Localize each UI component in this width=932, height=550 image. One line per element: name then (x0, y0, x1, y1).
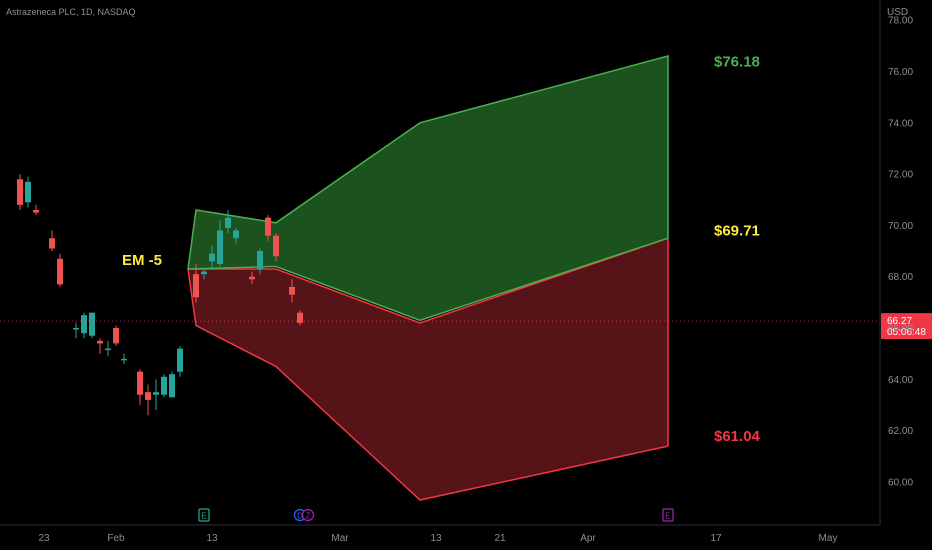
event-marker-glyph: E (665, 512, 670, 521)
y-tick-label: 64.00 (888, 375, 913, 386)
candle-body (97, 340, 103, 344)
x-tick-label: 17 (710, 533, 722, 544)
event-marker-glyph: D (297, 512, 303, 521)
current-price-value: 66.27 (887, 316, 912, 327)
y-tick-label: 68.00 (888, 272, 913, 283)
candle-body (297, 312, 303, 323)
candle-body (177, 348, 183, 372)
x-tick-label: May (819, 533, 838, 544)
candle-body (89, 312, 95, 336)
candle-body (121, 358, 127, 361)
lower-range-top-line (188, 237, 669, 324)
y-tick-label: 74.00 (888, 118, 913, 129)
x-tick-label: 13 (430, 533, 442, 544)
x-tick-label: Mar (331, 533, 349, 544)
candle-body (153, 392, 159, 395)
y-tick-label: 60.00 (888, 478, 913, 489)
x-tick-label: Apr (580, 533, 596, 544)
currency-label: USD (887, 7, 908, 18)
y-tick-label: 76.00 (888, 67, 913, 78)
candle-body (233, 230, 239, 239)
upper-range-fill (188, 56, 668, 321)
candle-body (57, 258, 63, 285)
candle-body (137, 371, 143, 395)
x-tick-label: 13 (206, 533, 218, 544)
x-tick-label: Feb (107, 533, 125, 544)
event-marker-glyph: E (201, 512, 206, 521)
lower-range-fill (188, 238, 668, 500)
x-tick-label: 23 (38, 533, 50, 544)
candle-body (81, 315, 87, 334)
current-price-tag (881, 313, 932, 340)
candle-body (257, 251, 263, 270)
candle-body (169, 374, 175, 398)
event-marker (662, 508, 674, 522)
candle-body (209, 253, 215, 262)
event-marker (198, 508, 210, 522)
candle-body (17, 179, 23, 205)
candle-body (265, 217, 271, 236)
em-label: EM -5 (122, 252, 162, 269)
x-tick-label: 21 (494, 533, 506, 544)
y-tick-label: 78.00 (888, 16, 913, 27)
candle-body (249, 276, 255, 280)
event-marker (301, 508, 315, 522)
upper-range-outline (187, 55, 669, 322)
y-tick-label: 62.00 (888, 426, 913, 437)
candle-body (113, 328, 119, 344)
event-marker-glyph: Z (306, 512, 311, 521)
candle-body (273, 235, 279, 257)
candle-body (201, 271, 207, 275)
candle-body (49, 238, 55, 249)
lower-range-bottom-line (187, 268, 669, 501)
candle-body (289, 286, 295, 295)
candle-body (225, 217, 231, 228)
candle-body (33, 210, 39, 213)
candle-body (145, 392, 151, 400)
mid-target-label: $69.71 (714, 223, 760, 240)
y-tick-label: 72.00 (888, 170, 913, 181)
lower-target-label: $61.04 (714, 428, 761, 445)
chart-title: Astrazeneca PLC, 1D, NASDAQ (6, 7, 136, 17)
candle-body (25, 181, 31, 203)
candle-body (193, 274, 199, 298)
candle-body (161, 376, 167, 395)
candle-body (105, 348, 111, 351)
y-tick-label: 70.00 (888, 221, 913, 232)
current-price-timer: 05:06:48 (887, 327, 926, 338)
candle-body (217, 230, 223, 264)
y-tick-label: 66.00 (888, 324, 913, 335)
candle-body (73, 328, 79, 330)
upper-target-label: $76.18 (714, 53, 760, 70)
